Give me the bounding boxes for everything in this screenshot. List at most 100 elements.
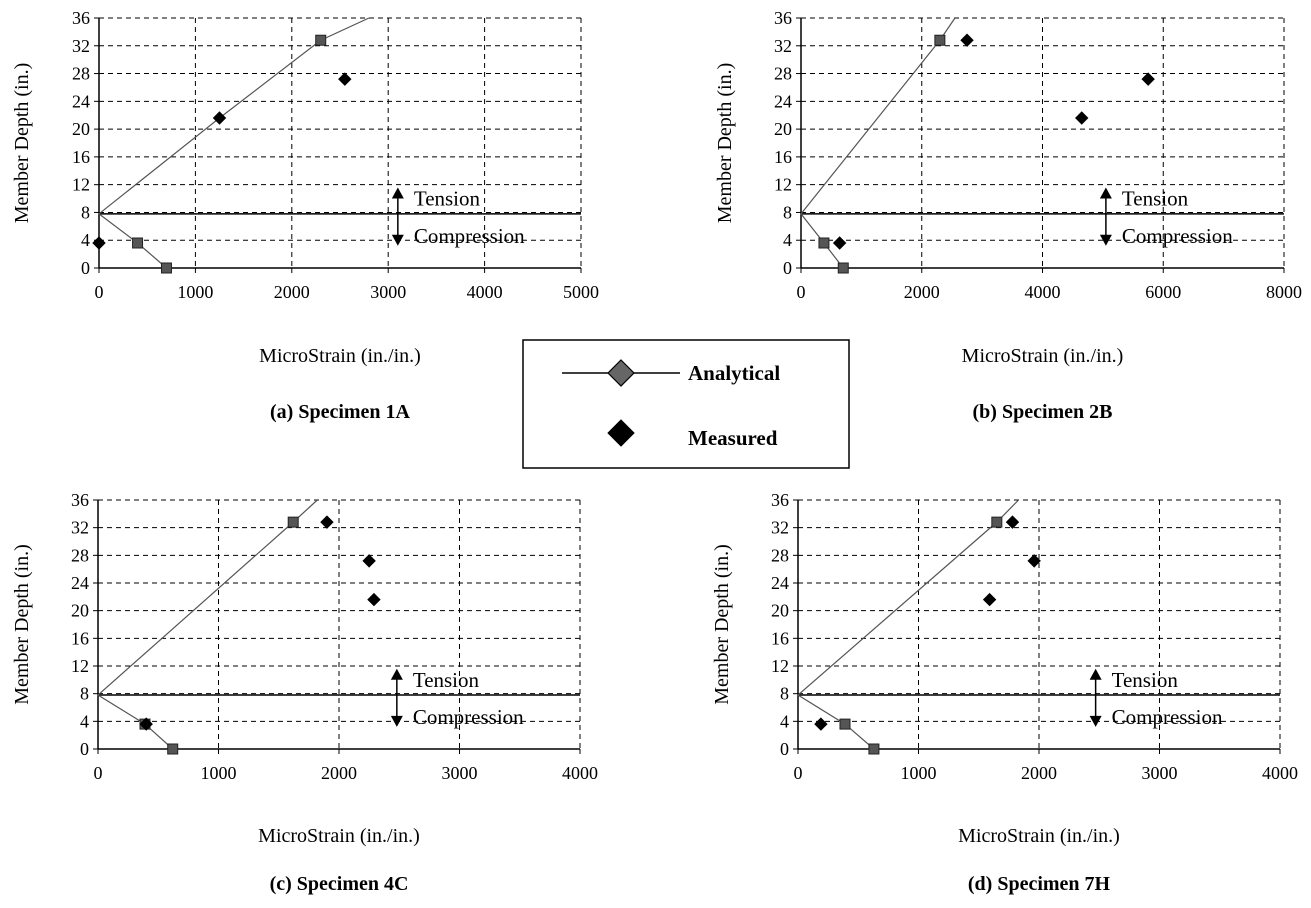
x-tick-label: 3000 (442, 763, 478, 783)
y-tick-label: 16 (72, 147, 90, 167)
y-tick-label: 36 (71, 490, 89, 510)
y-axis-title: Member Depth (in.) (714, 63, 736, 224)
legend-box (522, 339, 850, 469)
analytical-square-marker (868, 743, 880, 755)
x-tick-label: 1000 (177, 282, 213, 302)
measured-diamond-marker (960, 33, 974, 47)
measured-diamond-marker (362, 554, 376, 568)
annotation-compression-label: Compression (1122, 224, 1233, 248)
x-tick-label: 5000 (563, 282, 599, 302)
panel-caption: (c) Specimen 4C (270, 873, 409, 895)
y-tick-label: 24 (774, 91, 792, 111)
legend: Analytical Measured (522, 339, 850, 469)
x-tick-label: 2000 (904, 282, 940, 302)
y-tick-label: 36 (72, 8, 90, 28)
y-tick-label: 4 (80, 711, 89, 731)
y-tick-label: 12 (774, 175, 792, 195)
arrow-down-icon (390, 715, 403, 727)
y-tick-label: 4 (780, 711, 789, 731)
y-tick-label: 8 (783, 202, 792, 222)
analytical-square-marker (818, 237, 830, 249)
analytical-square-marker (132, 237, 144, 249)
chart-panel-a: 0 4 8 12 16 20 24 28 32 36 0 1000 2000 3000 4000 5000 Te… (11, 8, 599, 423)
arrow-up-icon (390, 668, 403, 680)
y-tick-label: 24 (71, 573, 89, 593)
measured-diamond-marker (139, 717, 153, 731)
y-tick-label: 16 (771, 628, 789, 648)
y-tick-label: 24 (771, 573, 789, 593)
annotation-tension-label: Tension (413, 668, 480, 692)
x-tick-label: 0 (794, 763, 803, 783)
y-tick-label: 36 (771, 490, 789, 510)
x-tick-label: 3000 (370, 282, 406, 302)
annotation-compression-label: Compression (413, 705, 524, 729)
analytical-square-marker (991, 516, 1003, 528)
y-tick-label: 28 (771, 545, 789, 565)
arrow-down-icon (1089, 715, 1102, 727)
y-tick-label: 20 (72, 119, 90, 139)
measured-diamond-marker (320, 515, 334, 529)
y-tick-label: 0 (81, 258, 90, 278)
legend-measured-label: Measured (688, 426, 778, 450)
y-tick-label: 16 (71, 628, 89, 648)
measured-diamond-marker (814, 717, 828, 731)
analytical-line (796, 499, 1019, 750)
analytical-line (800, 17, 956, 269)
y-tick-label: 4 (783, 230, 792, 250)
x-tick-label: 8000 (1266, 282, 1302, 302)
y-tick-label: 16 (774, 147, 792, 167)
measured-diamond-marker (832, 236, 847, 250)
analytical-square-marker (160, 262, 172, 274)
x-tick-label: 0 (797, 282, 806, 302)
chart-panel-d: 0 4 8 12 16 20 24 28 32 36 0 1000 2000 3000 4000 Tensio… (711, 490, 1298, 895)
x-axis-title: MicroStrain (in./in.) (962, 345, 1124, 367)
arrow-up-icon (391, 187, 404, 199)
y-tick-label: 12 (72, 175, 90, 195)
y-tick-label: 32 (771, 518, 789, 538)
arrow-up-icon (1089, 668, 1102, 680)
arrow-down-icon (391, 234, 404, 246)
x-axis-title: MicroStrain (in./in.) (258, 825, 420, 847)
plot-area (99, 18, 581, 268)
legend-measured-diamond-icon (607, 419, 635, 447)
y-tick-label: 0 (80, 739, 89, 759)
measured-diamond-marker (1005, 515, 1020, 529)
legend-analytical-diamond-icon (607, 359, 635, 387)
x-tick-label: 1000 (901, 763, 937, 783)
y-tick-label: 12 (71, 656, 89, 676)
arrow-up-icon (1099, 187, 1112, 199)
annotation-tension-label: Tension (414, 187, 481, 211)
annotation-tension-label: Tension (1122, 187, 1189, 211)
x-tick-label: 0 (94, 763, 103, 783)
analytical-line (96, 499, 318, 750)
y-tick-label: 28 (774, 64, 792, 84)
y-tick-label: 24 (72, 91, 90, 111)
x-tick-label: 2000 (274, 282, 310, 302)
analytical-square-marker (167, 743, 179, 755)
y-tick-label: 12 (771, 656, 789, 676)
panel-caption: (b) Specimen 2B (973, 401, 1113, 423)
y-axis-title: Member Depth (in.) (11, 63, 33, 224)
y-tick-label: 20 (771, 601, 789, 621)
panel-caption: (a) Specimen 1A (270, 401, 411, 423)
y-tick-label: 28 (71, 545, 89, 565)
y-tick-label: 8 (80, 684, 89, 704)
y-tick-label: 0 (783, 258, 792, 278)
y-tick-label: 20 (71, 601, 89, 621)
y-axis-title: Member Depth (in.) (11, 544, 33, 705)
analytical-square-marker (287, 516, 299, 528)
x-axis-title: MicroStrain (in./in.) (259, 345, 421, 367)
measured-diamond-marker (367, 592, 381, 607)
x-tick-label: 0 (95, 282, 104, 302)
measured-diamond-marker (92, 236, 106, 250)
y-tick-label: 8 (780, 684, 789, 704)
measured-diamond-marker (1027, 554, 1041, 568)
x-tick-label: 4000 (1262, 763, 1298, 783)
measured-diamond-marker (1141, 72, 1155, 86)
y-tick-label: 28 (72, 64, 90, 84)
x-tick-label: 4000 (1025, 282, 1061, 302)
annotation-compression-label: Compression (414, 224, 525, 248)
arrow-down-icon (1099, 234, 1112, 246)
analytical-square-marker (839, 718, 851, 730)
